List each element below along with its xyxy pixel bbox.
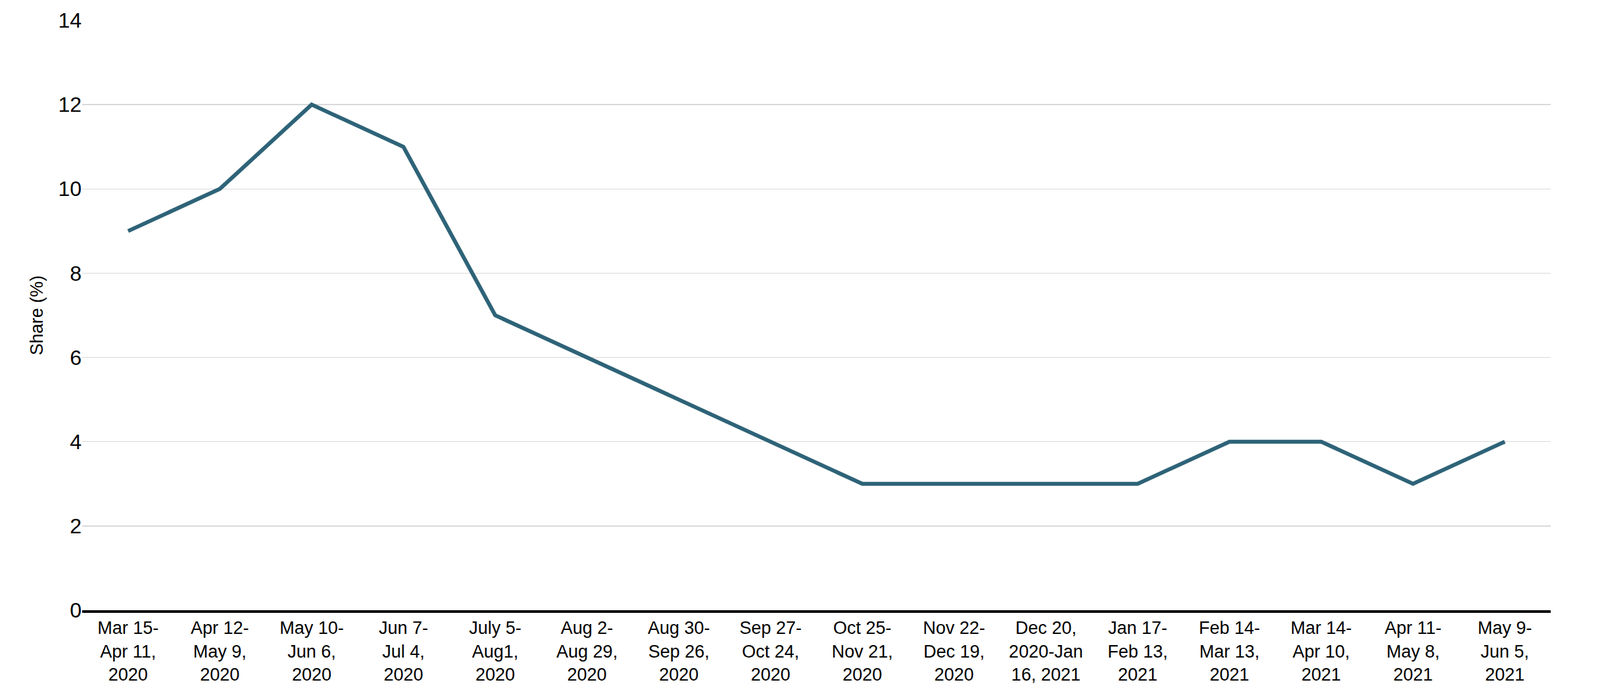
svg-text:Sep 27-Oct 24,2020: Sep 27-Oct 24,2020 [739,618,802,684]
svg-text:Apr 12-May 9,2020: Apr 12-May 9,2020 [190,618,250,684]
svg-text:May 10-Jun 6,2020: May 10-Jun 6,2020 [279,618,344,684]
svg-text:Feb 14-Mar 13,2021: Feb 14-Mar 13,2021 [1198,618,1261,684]
svg-text:Mar 15-Apr 11,2020: Mar 15-Apr 11,2020 [97,618,159,684]
svg-text:Nov 22-Dec 19,2020: Nov 22-Dec 19,2020 [923,618,986,684]
svg-text:Mar 14-Apr 10,2021: Mar 14-Apr 10,2021 [1290,618,1353,684]
svg-text:14: 14 [57,8,82,33]
svg-text:Share (%): Share (%) [26,275,47,356]
svg-text:4: 4 [69,430,82,454]
svg-text:8: 8 [69,261,82,286]
svg-text:Dec 20,2020-Jan16, 2021: Dec 20,2020-Jan16, 2021 [1008,618,1084,684]
svg-text:12: 12 [57,92,82,117]
svg-text:Oct 25-Nov 21,2020: Oct 25-Nov 21,2020 [831,618,894,684]
svg-text:Jan 17-Feb 13,2021: Jan 17-Feb 13,2021 [1107,618,1168,684]
svg-text:Jun 7-Jul 4,2020: Jun 7-Jul 4,2020 [378,618,429,684]
svg-text:Aug 30-Sep 26,2020: Aug 30-Sep 26,2020 [647,618,711,684]
svg-text:0: 0 [69,598,82,623]
svg-text:2: 2 [69,514,82,538]
svg-text:May 9-Jun 5,2021: May 9-Jun 5,2021 [1477,618,1533,684]
svg-text:July 5-Aug1,2020: July 5-Aug1,2020 [468,618,522,684]
svg-text:Aug 2-Aug 29,2020: Aug 2-Aug 29,2020 [556,618,618,684]
svg-text:Apr 11-May 8,2021: Apr 11-May 8,2021 [1384,618,1442,684]
svg-text:10: 10 [57,176,82,201]
svg-text:6: 6 [69,345,82,370]
